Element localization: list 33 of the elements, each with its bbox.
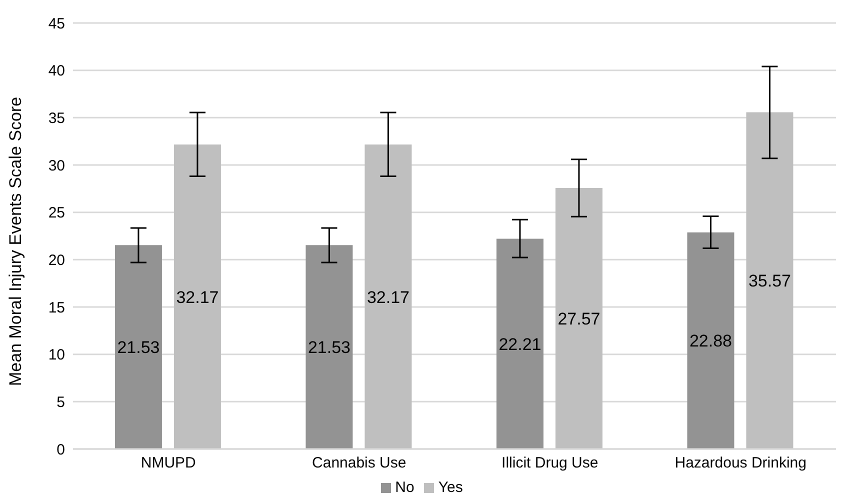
bar <box>496 238 544 449</box>
data-label: 22.88 <box>689 332 732 351</box>
y-axis-title: Mean Moral Injury Events Scale Score <box>6 96 26 386</box>
data-label: 35.57 <box>748 272 791 291</box>
y-tick-label: 0 <box>56 441 65 458</box>
bar <box>746 112 794 449</box>
bar <box>114 245 162 449</box>
data-label: 27.57 <box>558 310 600 329</box>
data-label: 32.17 <box>176 288 219 307</box>
legend-label: No <box>395 479 414 496</box>
data-label: 32.17 <box>366 288 410 307</box>
legend-label: Yes <box>438 479 463 496</box>
x-tick-label: Hazardous Drinking <box>674 454 806 472</box>
bar <box>174 144 221 449</box>
bar <box>364 144 412 449</box>
y-tick-label: 15 <box>48 299 65 316</box>
x-tick-label: Illicit Drug Use <box>502 454 598 472</box>
y-tick-label: 40 <box>48 62 65 80</box>
data-label: 22.21 <box>498 334 542 354</box>
bar <box>687 232 734 449</box>
y-tick-label: 45 <box>48 15 65 32</box>
y-tick-label: 5 <box>56 394 65 411</box>
data-label: 21.53 <box>117 338 160 358</box>
y-tick-label: 25 <box>48 204 65 222</box>
bar <box>306 245 353 449</box>
y-tick-label: 10 <box>48 346 65 364</box>
y-tick-label: 30 <box>48 157 65 174</box>
x-tick-label: NMUPD <box>140 454 196 472</box>
y-tick-label: 35 <box>48 110 65 127</box>
bar <box>555 188 602 449</box>
x-tick-label: Cannabis Use <box>312 454 406 472</box>
data-label: 21.53 <box>308 338 350 358</box>
y-tick-label: 20 <box>48 252 65 269</box>
